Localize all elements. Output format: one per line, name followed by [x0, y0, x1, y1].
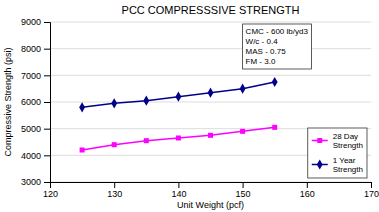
- legend-label-line: 28 Day: [333, 132, 358, 141]
- annotation-line: CMC - 600 lb/yd3: [246, 27, 309, 36]
- tick: 150: [236, 182, 251, 199]
- tick-mark: [178, 182, 179, 188]
- legend-label: 1 YearStrength: [333, 156, 363, 174]
- tick-label: 160: [300, 189, 315, 199]
- tick-label: 6000: [21, 97, 41, 107]
- grid: [50, 22, 371, 182]
- legend-marker: [317, 159, 323, 169]
- tick: 140: [171, 182, 186, 199]
- data-point: [240, 129, 245, 134]
- tick-mark: [44, 75, 50, 76]
- tick-label: 3000: [21, 177, 41, 187]
- tick-label: 8000: [21, 44, 41, 54]
- y-axis: 3000 4000 5000 6000 7000 8000 9000: [21, 17, 51, 187]
- axis-line: [44, 23, 51, 183]
- tick-label: 170: [364, 189, 379, 199]
- tick: 8000: [21, 44, 50, 54]
- legend: 28 DayStrength1 YearStrength: [308, 128, 367, 178]
- x-axis: 120 130 140 150 160 170: [43, 182, 379, 199]
- annotation: CMC - 600 lb/yd3W/c - 0.4MAS - 0.75FM - …: [243, 24, 312, 69]
- series-line: [82, 127, 275, 150]
- tick-mark: [243, 182, 244, 188]
- legend-entry: 1 YearStrength: [312, 156, 363, 174]
- tick-label: 5000: [21, 124, 41, 134]
- annotation-line: W/c - 0.4: [246, 37, 279, 46]
- tick-mark: [44, 49, 50, 50]
- plot-area: 120 130 140 150 160 170 3000 4000 5000 6000 7000 80…: [21, 17, 379, 199]
- marks: [79, 77, 277, 153]
- legend-label: 28 DayStrength: [333, 132, 363, 150]
- tick: 170: [364, 182, 379, 199]
- tick: 120: [43, 182, 58, 199]
- data-point: [111, 98, 117, 108]
- tick: 160: [300, 182, 315, 199]
- tick: 3000: [21, 177, 50, 187]
- annotation-line: MAS - 0.75: [246, 47, 287, 56]
- legend-entry: 28 DayStrength: [312, 132, 363, 150]
- grid-line: [50, 75, 371, 76]
- data-point: [272, 125, 277, 130]
- data-point: [272, 77, 278, 87]
- annotation-box: [243, 24, 312, 69]
- legend-box: [308, 128, 367, 178]
- tick-label: 9000: [21, 17, 41, 27]
- data-point: [112, 142, 117, 147]
- tick-mark: [44, 155, 50, 156]
- tick: 7000: [21, 71, 50, 81]
- legend-label-line: Strength: [333, 165, 363, 174]
- data-point: [208, 133, 213, 138]
- annotation-text: CMC - 600 lb/yd3W/c - 0.4MAS - 0.75FM - …: [246, 27, 309, 66]
- grid-line: [50, 22, 371, 23]
- legend-label-line: 1 Year: [333, 156, 356, 165]
- tick-label: 140: [171, 189, 186, 199]
- data-point: [79, 102, 85, 112]
- data-point: [240, 84, 246, 94]
- data-point: [208, 88, 214, 98]
- tick-mark: [44, 129, 50, 130]
- tick: 6000: [21, 97, 50, 107]
- tick-label: 130: [107, 189, 122, 199]
- tick-mark: [44, 102, 50, 103]
- tick: 5000: [21, 124, 50, 134]
- axis-line: [51, 183, 372, 189]
- tick-label: 150: [236, 189, 251, 199]
- data-point: [80, 148, 85, 153]
- tick-label: 120: [43, 189, 58, 199]
- data-point: [175, 92, 181, 102]
- tick-mark: [114, 182, 115, 188]
- tick: 9000: [21, 17, 50, 27]
- tick-mark: [44, 22, 50, 23]
- chart-container: 120 130 140 150 160 170 3000 4000 5000 6000 7000 80…: [0, 0, 379, 212]
- tick-mark: [371, 182, 372, 188]
- x-axis-title: Unit Weight (pcf): [177, 200, 244, 210]
- chart: 120 130 140 150 160 170 3000 4000 5000 6000 7000 80…: [0, 0, 379, 212]
- tick-label: 4000: [21, 151, 41, 161]
- annotation-line: FM - 3.0: [246, 57, 276, 66]
- series-line: [82, 82, 275, 107]
- legend-label-line: Strength: [333, 141, 363, 150]
- tick: 4000: [21, 151, 50, 161]
- title: PCC COMPRESSSIVE STRENGTH: [122, 4, 300, 16]
- tick-mark: [44, 182, 50, 183]
- grid-line: [50, 48, 371, 49]
- tick-mark: [307, 182, 308, 188]
- data-point: [143, 96, 149, 106]
- data-point: [176, 136, 181, 141]
- tick-label: 7000: [21, 71, 41, 81]
- legend-marker: [317, 138, 322, 143]
- y-axis-title: Compressive Strength (psi): [3, 47, 13, 156]
- tick: 130: [107, 182, 122, 199]
- grid-line: [50, 102, 371, 103]
- data-point: [144, 138, 149, 143]
